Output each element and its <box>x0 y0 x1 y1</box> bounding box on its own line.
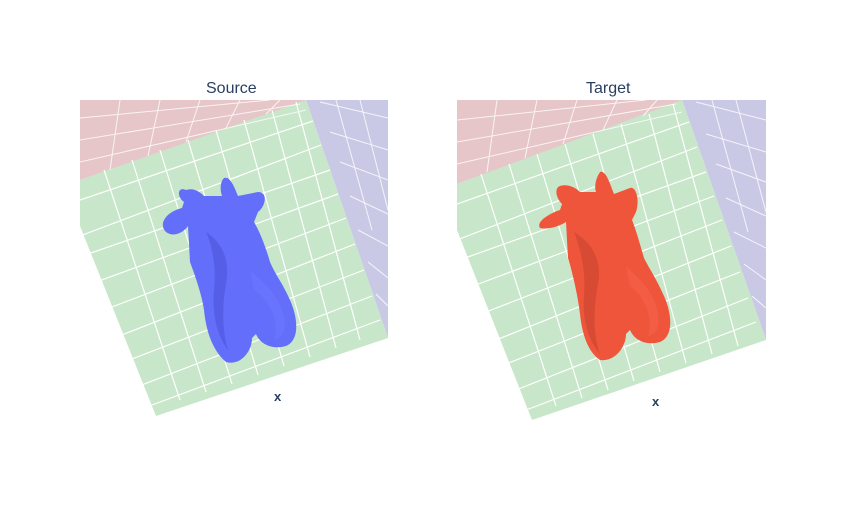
mesh-body <box>162 177 297 363</box>
side-wall-grid <box>319 100 388 307</box>
mesh-shade <box>206 232 228 350</box>
mesh-source[interactable] <box>162 177 297 363</box>
scene-title-target: Target <box>586 80 631 97</box>
x-axis-label-target: x <box>652 394 660 409</box>
back-wall-grid <box>80 100 307 171</box>
x-axis-label-source: x <box>274 389 282 404</box>
mesh-highlight <box>250 270 285 340</box>
scene-title-source: Source <box>206 80 257 97</box>
